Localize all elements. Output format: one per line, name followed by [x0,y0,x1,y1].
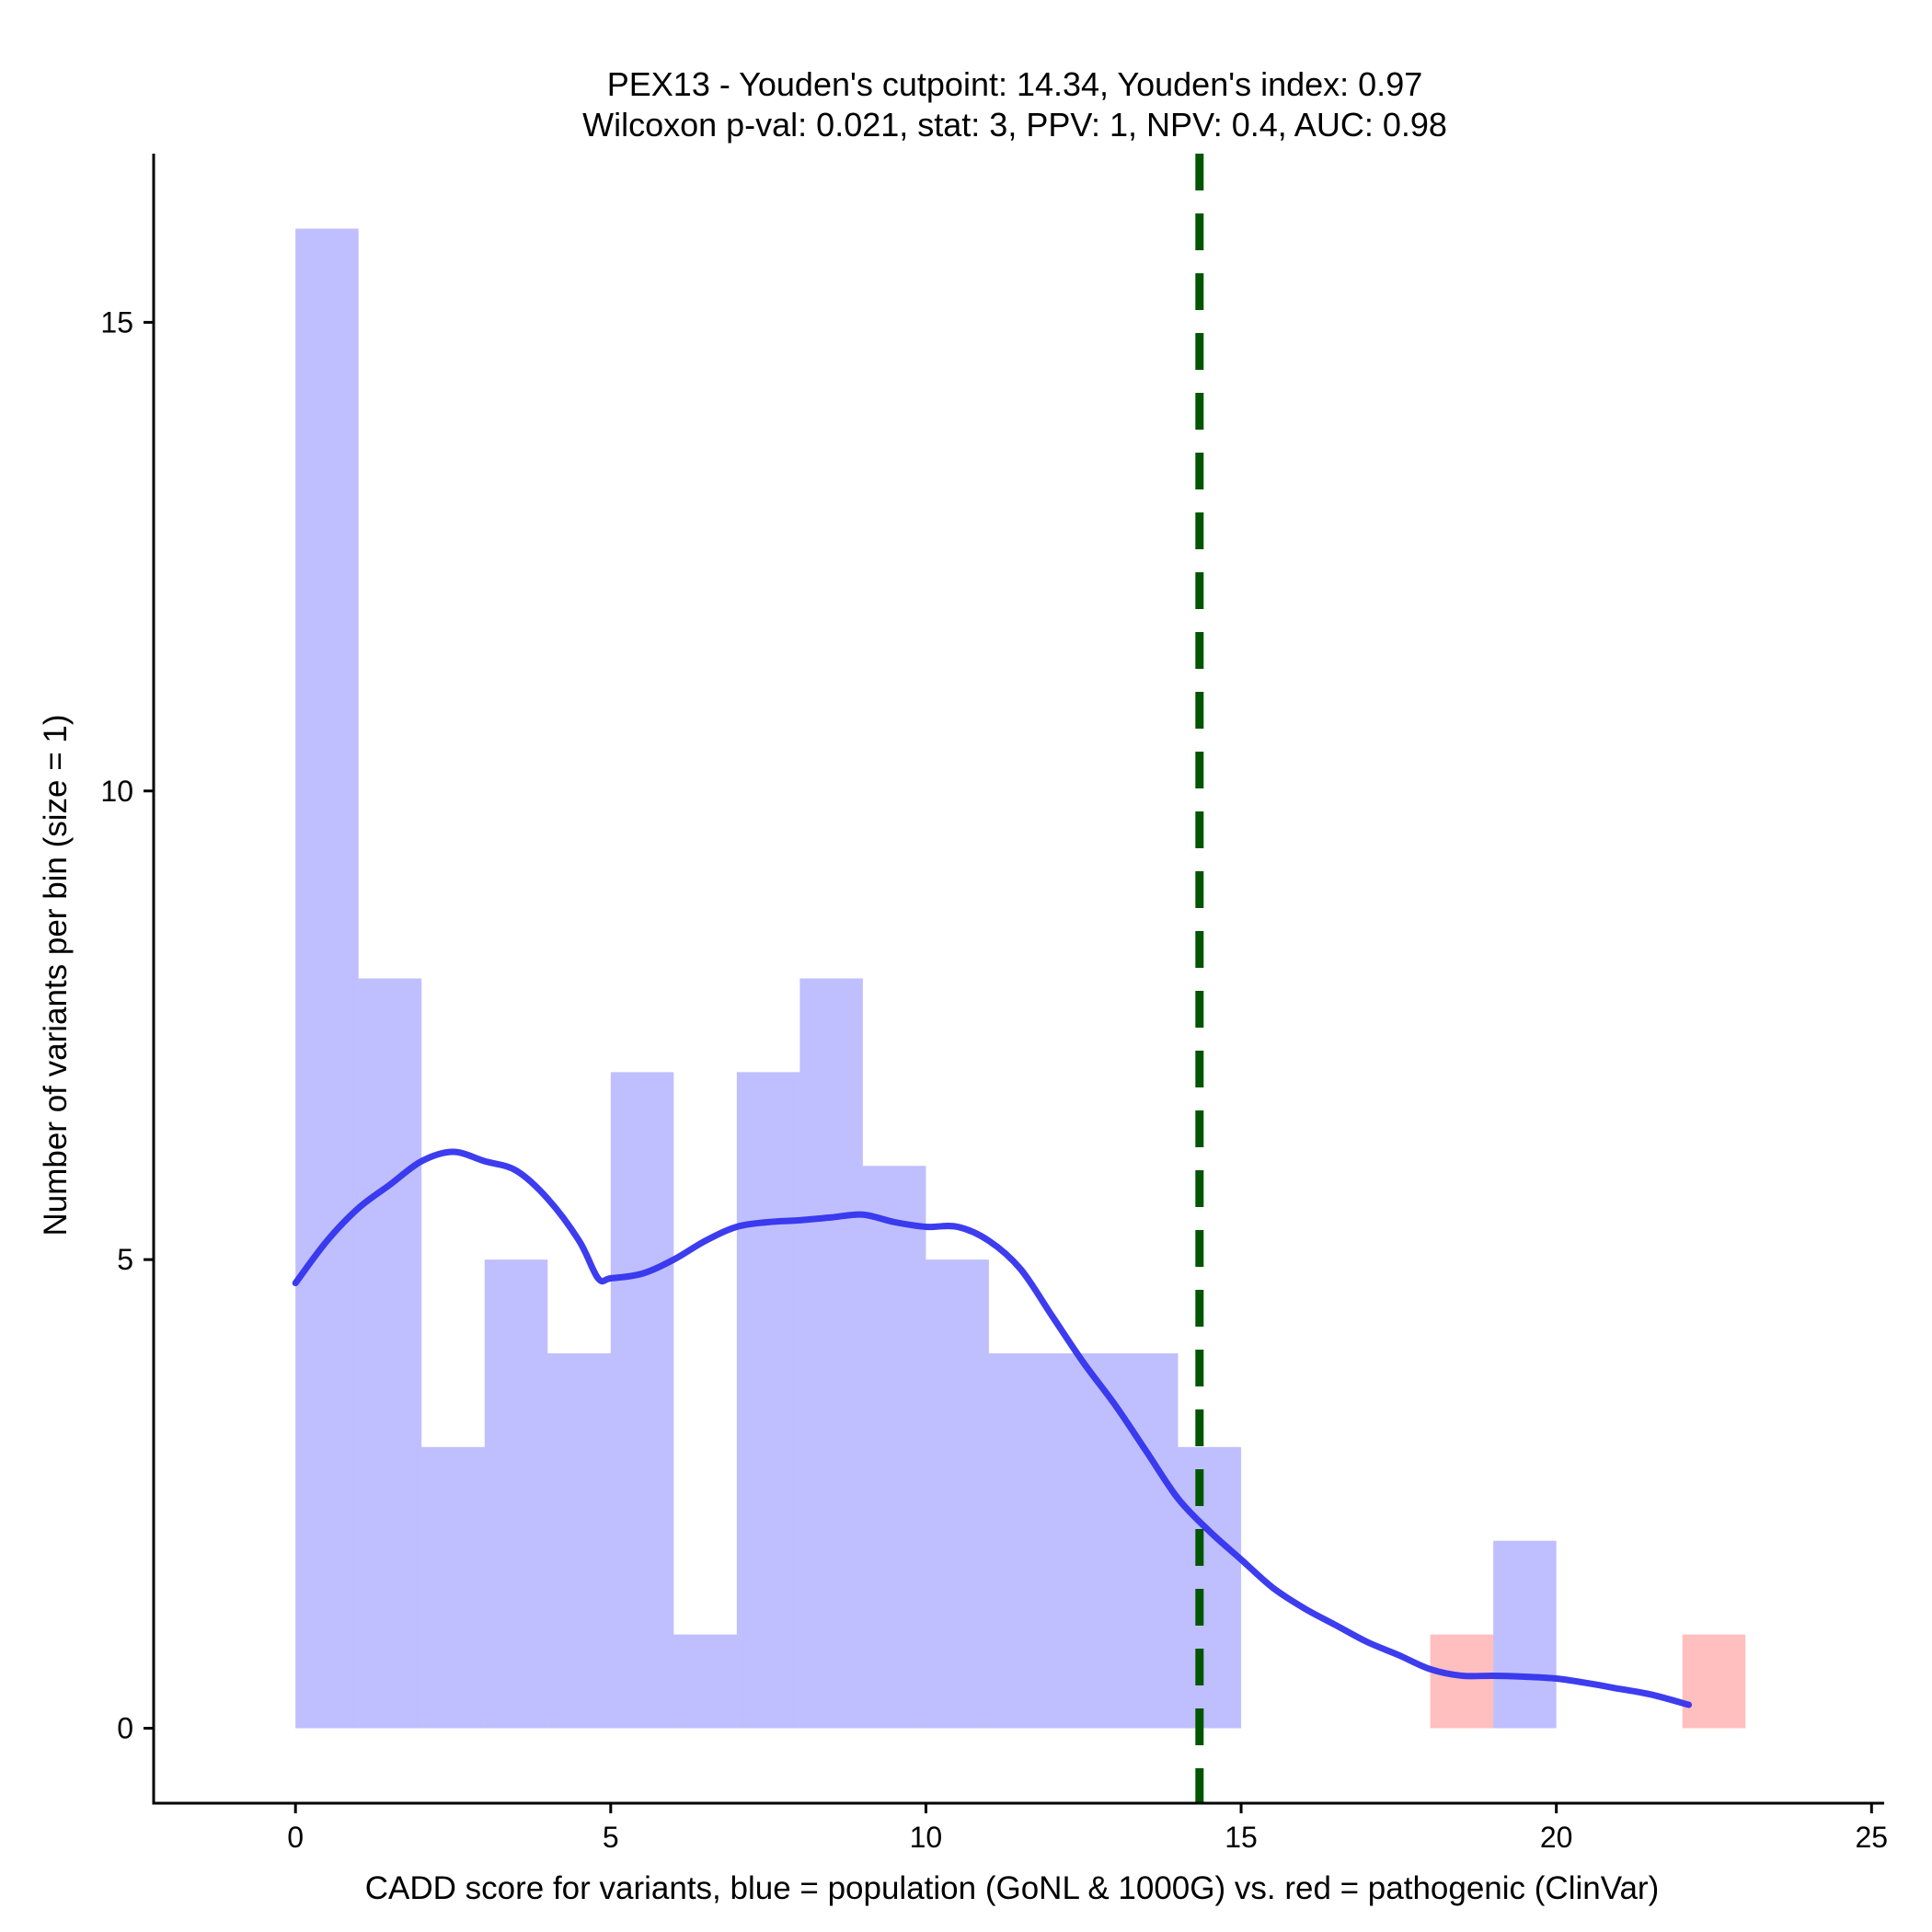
population-bar [673,1634,737,1729]
population-bar [988,1353,1052,1729]
ticks-layer: 0 5 10 15 20 25 0 5 10 15 [100,305,1888,1854]
x-tick-label: 5 [603,1821,619,1854]
axes-layer [152,154,1884,1805]
y-axis-title: Number of variants per bin (size = 1) [38,714,74,1236]
population-bar [295,228,359,1729]
population-bar [547,1353,611,1729]
y-tick-label: 0 [117,1712,133,1745]
population-bar [799,978,863,1729]
y-tick-label: 10 [100,775,133,808]
pathogenic-bar [1430,1634,1494,1729]
pathogenic-bar [1682,1634,1746,1729]
population-bar [1052,1353,1115,1729]
x-tick-label: 10 [910,1821,943,1854]
curve-layer [292,1148,1693,1708]
population-bar [862,1166,926,1729]
bars-layer [295,228,1746,1729]
population-bar [610,1072,674,1729]
population-bar [1178,1446,1242,1729]
density-curve [292,1148,1693,1708]
y-tick-label: 15 [100,305,133,339]
chart-title-line1: PEX13 - Youden's cutpoint: 14.34, Youden… [607,65,1422,103]
y-tick-label: 5 [117,1243,133,1276]
population-bar [421,1446,485,1729]
population-bar [358,978,422,1729]
x-tick-label: 20 [1540,1821,1573,1854]
population-bar [736,1072,800,1729]
chart-title-line2: Wilcoxon p-val: 0.021, stat: 3, PPV: 1, … [582,106,1447,144]
population-bar [484,1259,548,1729]
x-axis-title: CADD score for variants, blue = populati… [365,1870,1660,1906]
x-tick-label: 0 [287,1821,304,1854]
x-tick-label: 15 [1225,1821,1258,1854]
population-bar [1493,1540,1557,1729]
population-bar [926,1259,989,1729]
x-tick-label: 25 [1855,1821,1888,1854]
population-bar [1115,1353,1179,1729]
